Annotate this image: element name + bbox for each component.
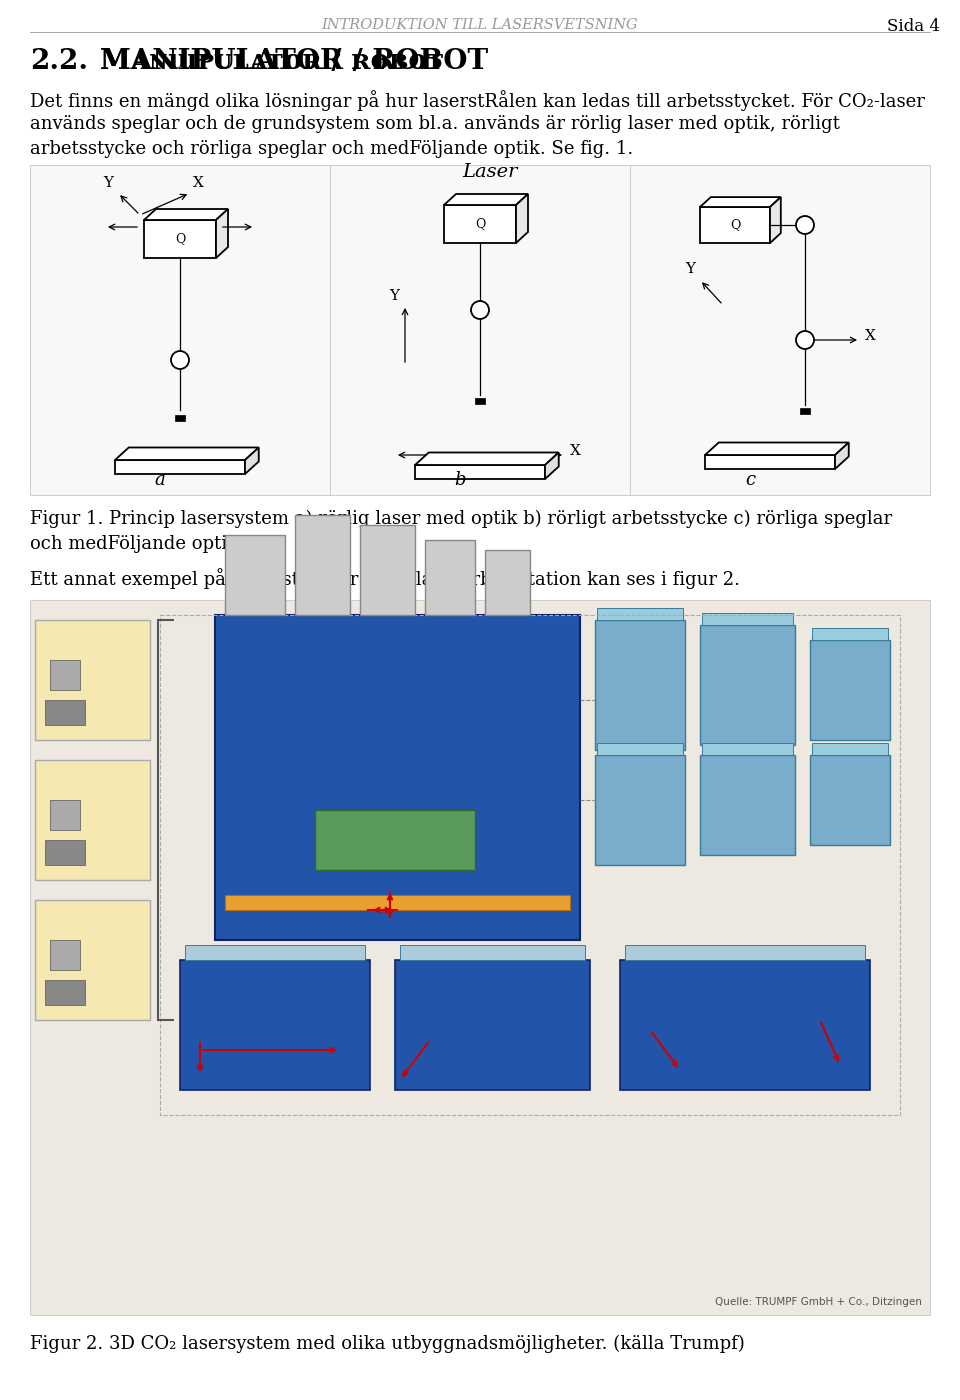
Bar (595, 755, 685, 865)
Bar (30, 165, 930, 496)
Text: INTRODUKTION TILL LASERSVETSNING: INTRODUKTION TILL LASERSVETSNING (322, 18, 638, 32)
Text: MANIPULATOR / ROBOT: MANIPULATOR / ROBOT (100, 48, 488, 76)
Bar (800, 407, 810, 414)
Text: Y: Y (103, 176, 113, 190)
Text: X: X (865, 329, 876, 343)
Polygon shape (545, 452, 559, 479)
Bar (175, 414, 185, 421)
Bar (144, 220, 216, 258)
Bar (415, 465, 545, 479)
Bar (475, 398, 485, 405)
Bar (225, 895, 570, 910)
Bar (30, 601, 930, 1315)
Bar (812, 629, 888, 640)
Bar (50, 659, 80, 690)
Bar (705, 455, 835, 469)
Bar (597, 608, 683, 620)
Bar (50, 799, 80, 830)
Bar (35, 620, 150, 741)
Text: Y: Y (685, 262, 695, 276)
Text: Mᴀɴɯᴘᴜʟᴀᴛᴏʀ / ʀᴏʙᴏᴛ: Mᴀɴɯᴘᴜʟᴀᴛᴏʀ / ʀᴏʙᴏᴛ (100, 48, 444, 76)
Polygon shape (115, 448, 259, 461)
Circle shape (796, 330, 814, 349)
Text: Q: Q (475, 217, 485, 231)
Text: Figur 1. Princip lasersystem a) rörlig laser med optik b) rörligt arbetsstycke c: Figur 1. Princip lasersystem a) rörlig l… (30, 510, 892, 528)
Bar (702, 743, 793, 755)
Polygon shape (245, 448, 259, 475)
Bar (702, 613, 793, 624)
Bar (620, 960, 870, 1091)
Polygon shape (444, 195, 528, 204)
Text: Q: Q (730, 218, 740, 231)
Bar (295, 515, 350, 615)
Bar (360, 525, 415, 615)
Text: a: a (155, 470, 165, 489)
Bar (810, 755, 890, 846)
Text: 2.2.: 2.2. (30, 48, 88, 76)
Text: Q: Q (175, 232, 185, 245)
Bar (700, 207, 770, 244)
Bar (597, 743, 683, 755)
Bar (45, 700, 85, 725)
Bar (180, 960, 370, 1091)
Bar (50, 939, 80, 970)
Bar (45, 840, 85, 865)
Text: b: b (454, 470, 466, 489)
Bar (700, 755, 795, 855)
Text: X: X (569, 444, 581, 458)
Polygon shape (835, 442, 849, 469)
Bar (185, 945, 365, 960)
Bar (425, 540, 475, 615)
Circle shape (471, 301, 489, 319)
Bar (215, 615, 580, 939)
Circle shape (171, 351, 189, 370)
Circle shape (796, 216, 814, 234)
Bar (810, 640, 890, 741)
Polygon shape (516, 195, 528, 244)
Polygon shape (705, 442, 849, 455)
Polygon shape (216, 209, 228, 258)
Text: och medFöljande optik.: och medFöljande optik. (30, 535, 244, 553)
Bar (595, 620, 685, 750)
Polygon shape (144, 209, 228, 220)
Text: c: c (745, 470, 756, 489)
Polygon shape (770, 197, 780, 244)
Bar (315, 811, 475, 869)
Text: Figur 2. 3D CO₂ lasersystem med olika utbyggnadsmöjligheter. (källa Trumpf): Figur 2. 3D CO₂ lasersystem med olika ut… (30, 1336, 745, 1354)
Bar (45, 980, 85, 1005)
Bar (225, 535, 285, 615)
Bar (35, 760, 150, 881)
Text: används speglar och de grundsystem som bl.a. används är rörlig laser med optik, : används speglar och de grundsystem som b… (30, 115, 840, 133)
Text: Y: Y (389, 288, 399, 302)
Text: Sida 4: Sida 4 (887, 18, 940, 35)
Bar (400, 945, 585, 960)
Bar (485, 550, 530, 615)
Bar (812, 743, 888, 755)
Text: Det finns en mängd olika lösningar på hur laserstRålen kan ledas till arbetsstyc: Det finns en mängd olika lösningar på hu… (30, 90, 924, 111)
Bar (625, 945, 865, 960)
Text: Laser: Laser (463, 162, 517, 181)
Bar (700, 624, 795, 745)
Text: Quelle: TRUMPF GmbH + Co., Ditzingen: Quelle: TRUMPF GmbH + Co., Ditzingen (715, 1296, 922, 1308)
Bar (444, 204, 516, 244)
Text: arbetsstycke och rörliga speglar och medFöljande optik. Se fig. 1.: arbetsstycke och rörliga speglar och med… (30, 140, 634, 158)
Polygon shape (415, 452, 559, 465)
Polygon shape (700, 197, 780, 207)
Bar (395, 960, 590, 1091)
Bar (115, 461, 245, 475)
Text: X: X (193, 176, 204, 190)
Text: Ett annat exempel på 3D system för CO2- laserarbetsstation kan ses i figur 2.: Ett annat exempel på 3D system för CO2- … (30, 568, 740, 589)
Bar (35, 900, 150, 1021)
